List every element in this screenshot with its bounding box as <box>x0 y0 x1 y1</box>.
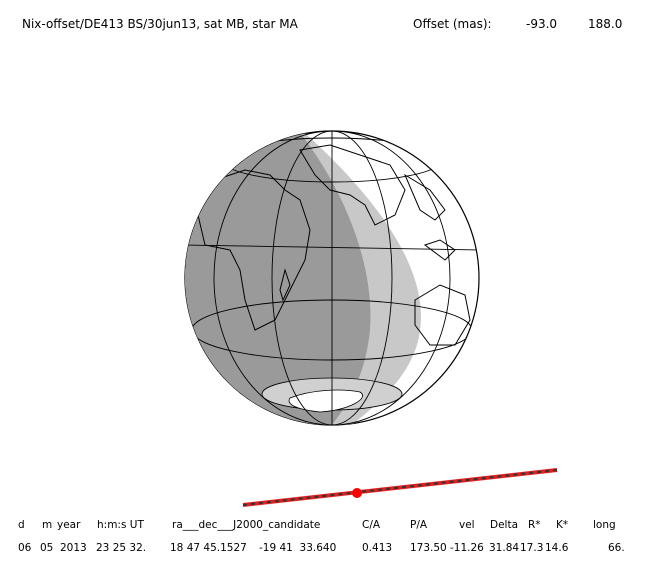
column-header: R* <box>528 519 541 531</box>
table-cell: -19 41 33.640 <box>259 542 336 554</box>
table-cell: 23 25 32. <box>96 542 146 554</box>
title: Nix-offset/DE413 BS/30jun13, sat MB, sta… <box>22 17 299 31</box>
column-header: year <box>57 519 81 531</box>
column-header: long <box>593 519 616 531</box>
offset-y: 188.0 <box>588 17 622 31</box>
globe <box>184 130 480 426</box>
table-cell: 2013 <box>60 542 87 554</box>
column-header: h:m:s UT <box>97 519 144 531</box>
column-header: vel <box>459 519 475 531</box>
table-cell: 06 <box>18 542 32 554</box>
table-cell: 18 47 45.1527 <box>170 542 247 554</box>
event-table: d m year h:m:s UT ra___dec___J2000_candidate… <box>18 519 625 554</box>
table-cell: -11.26 <box>450 542 484 554</box>
column-header: P/A <box>410 519 428 531</box>
column-header: Delta <box>490 519 518 531</box>
table-cell: 31.84 <box>489 542 519 554</box>
table-cell: 66. <box>608 542 625 554</box>
column-header: C/A <box>362 519 381 531</box>
offset-x: -93.0 <box>526 17 557 31</box>
offset-label: Offset (mas): <box>413 17 492 31</box>
table-cell: 05 <box>40 542 53 554</box>
column-header: ra___dec___J2000_candidate <box>172 519 320 531</box>
table-cell: 173.50 <box>410 542 447 554</box>
table-cell: 14.6 <box>545 542 569 554</box>
column-header: m <box>42 519 52 531</box>
table-cell: 0.413 <box>362 542 392 554</box>
column-header: K* <box>556 519 568 531</box>
shadow-path <box>242 468 558 507</box>
table-cell: 17.3 <box>520 542 543 554</box>
column-header: d <box>18 519 25 531</box>
